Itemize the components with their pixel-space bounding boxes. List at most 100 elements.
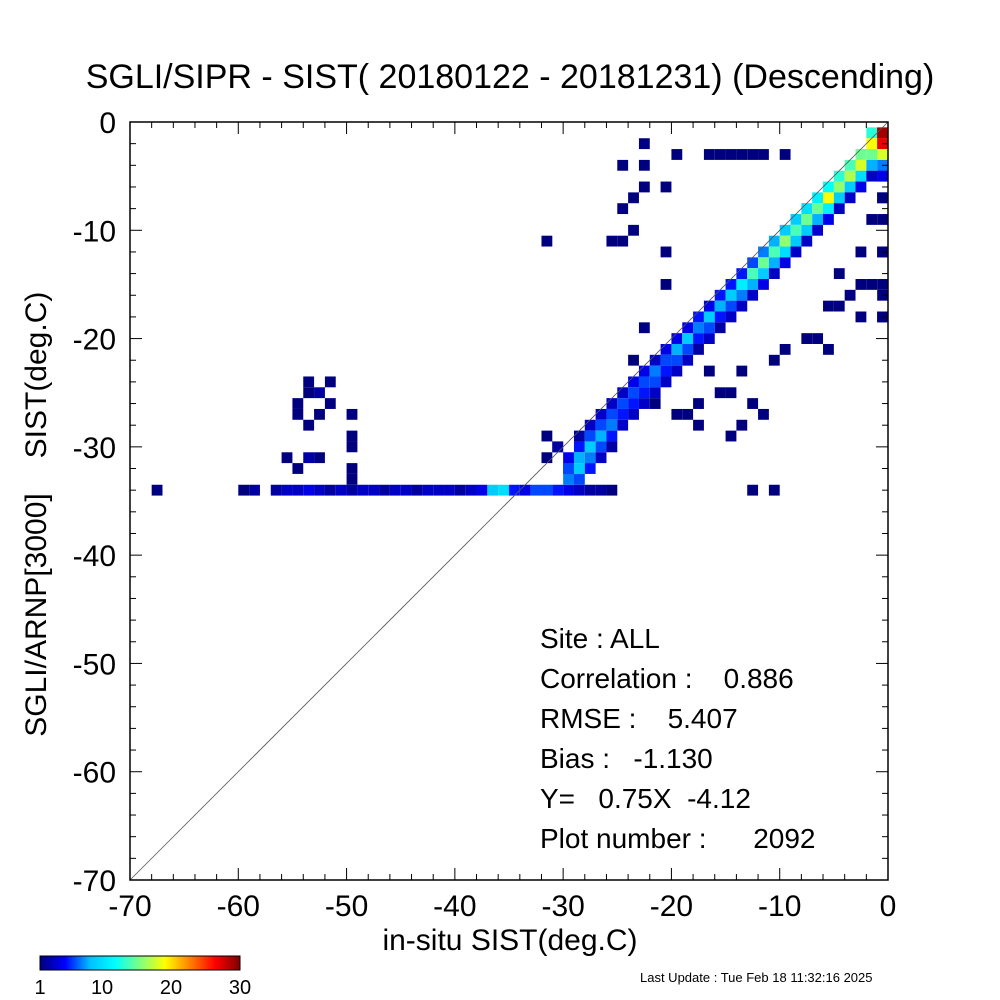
heatmap-cell [866, 159, 878, 171]
heatmap-cell [855, 181, 867, 193]
stat-correlation: Correlation : 0.886 [540, 663, 794, 694]
heatmap-cell [335, 484, 347, 496]
heatmap-cell [779, 149, 791, 160]
heatmap-cell [617, 387, 629, 399]
heatmap-cell [638, 159, 650, 171]
heatmap-cell [573, 441, 585, 453]
heatmap-cell [552, 441, 564, 453]
heatmap-cell [725, 311, 737, 323]
heatmap-cell [563, 473, 574, 485]
y-tick-label: -30 [73, 432, 116, 465]
heatmap-cell [671, 365, 683, 377]
heatmap-cell [779, 257, 791, 269]
heatmap-cell [693, 311, 704, 323]
stat-bias: Bias : -1.130 [540, 743, 713, 774]
tick-labels-group: -70 -60 -50 -40 -30 -20 -10 0 -70 -60 -50 -40 -30 -20… [73, 107, 897, 923]
heatmap-cell [671, 149, 683, 160]
heatmap-cell [866, 127, 878, 139]
colorbar-tick-label: 10 [91, 977, 113, 999]
heatmap-cell [584, 441, 596, 453]
heatmap-cell [736, 279, 748, 290]
heatmap-cell [736, 419, 748, 431]
heatmap-cell [682, 322, 694, 334]
heatmap-cell [747, 268, 759, 280]
heatmap-cell [606, 419, 618, 431]
heatmap-cell [595, 419, 607, 431]
heatmap-cell [563, 452, 574, 464]
colorbar-labels-group: 1 10 20 30 [34, 977, 251, 999]
heatmap-cell [595, 408, 607, 420]
one-to-one-line [129, 121, 889, 881]
heatmap-cell [768, 257, 780, 269]
plot-frame [129, 121, 889, 881]
heatmap-cell [346, 484, 358, 496]
x-tick-label: -10 [758, 890, 801, 923]
heatmap-cell [292, 484, 304, 496]
heatmap-cell [823, 343, 834, 355]
heatmap-cell [151, 484, 163, 496]
stat-plot-number: Plot number : 2092 [540, 823, 816, 854]
heatmap-cell [812, 203, 824, 215]
heatmap-cell [357, 484, 369, 496]
heatmap-cell [747, 484, 759, 496]
heatmap-cell [866, 279, 878, 290]
heatmap-cell [747, 149, 759, 160]
x-tick-label: -60 [217, 890, 260, 923]
heatmap-cell [790, 214, 802, 225]
heatmap-cell [552, 484, 564, 496]
heatmap-cell [379, 484, 390, 496]
heatmap-cell [758, 268, 769, 280]
heatmap-cell [844, 192, 856, 204]
heatmap-cell [628, 354, 639, 366]
heatmap-cell [314, 452, 325, 464]
heatmap-cell [790, 235, 802, 247]
last-update-text: Last Update : Tue Feb 18 11:32:16 2025 [640, 970, 873, 985]
heatmap-cell [638, 138, 650, 150]
y-tick-label: -70 [73, 865, 116, 898]
heatmap-cell [779, 343, 791, 355]
axis-ticks-group [129, 121, 889, 881]
heatmap-cell [270, 484, 282, 496]
heatmap-cell [714, 149, 726, 160]
heatmap-cell [725, 279, 737, 290]
x-tick-label: -30 [541, 890, 584, 923]
heatmap-cell [660, 365, 672, 377]
heatmap-cell [758, 246, 769, 258]
heatmap-cell [628, 408, 639, 420]
heatmap-cell [801, 203, 813, 215]
heatmap-cell [541, 235, 553, 247]
heatmap-cell [638, 365, 650, 377]
heatmap-cell [617, 408, 629, 420]
heatmap-cell [346, 473, 358, 485]
heatmap-cell [779, 224, 791, 236]
heatmap-cell [682, 343, 694, 355]
heatmap-cell [768, 354, 780, 366]
heatmap-cell [617, 398, 629, 409]
heatmap-cell [444, 484, 455, 496]
heatmap-cell [606, 398, 618, 409]
heatmap-cell [736, 289, 748, 301]
heatmap-cell [595, 430, 607, 442]
heatmap-cell [812, 214, 824, 225]
heatmap-cell [714, 387, 726, 399]
heatmap-cell [314, 408, 325, 420]
heatmap-cell [238, 484, 250, 496]
heatmap-cell [823, 300, 834, 312]
plot-frame-group [129, 121, 889, 881]
heatmap-cell [249, 484, 260, 496]
heatmap-cell [519, 484, 531, 496]
heatmap-cell [693, 419, 704, 431]
heatmap-cell [389, 484, 401, 496]
heatmap-cell [801, 235, 813, 247]
heatmap-cell [671, 343, 683, 355]
x-tick-label: 0 [880, 890, 897, 923]
heatmap-cell [660, 246, 672, 258]
heatmap-cell [638, 322, 650, 334]
chart-title: SGLI/SIPR - SIST( 20180122 - 20181231) (… [86, 58, 935, 96]
one-to-one-line-group [129, 121, 889, 881]
heatmap-cell [617, 159, 629, 171]
heatmap-cell [714, 322, 726, 334]
heatmap-cell [660, 376, 672, 388]
heatmap-cell [833, 181, 845, 193]
heatmap-cell [638, 398, 650, 409]
